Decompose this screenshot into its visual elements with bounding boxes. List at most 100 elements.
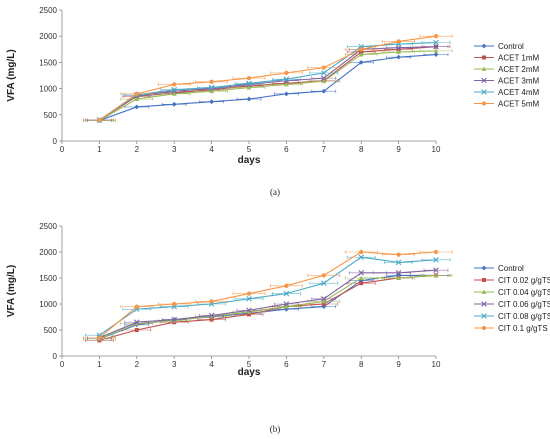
data-point [433, 267, 439, 273]
figure-caption: (b) [270, 424, 281, 434]
data-point [208, 84, 215, 91]
data-point [247, 312, 251, 317]
x-axis-title: days [238, 155, 261, 166]
data-point [433, 39, 439, 46]
series-line [99, 251, 437, 339]
x-tick-label: 5 [247, 145, 252, 154]
data-point [321, 65, 326, 70]
data-point [359, 49, 364, 54]
data-point [246, 309, 252, 314]
data-point [172, 82, 177, 87]
data-point [209, 88, 214, 94]
x-tick-label: 1 [97, 145, 102, 154]
data-point [209, 99, 214, 105]
x-tick-label: 2 [135, 145, 140, 154]
data-point [433, 273, 439, 278]
legend-label: Control [498, 264, 524, 273]
x-tick-label: 8 [359, 360, 364, 369]
data-point [396, 252, 401, 257]
data-point [246, 307, 252, 314]
y-tick-label: 2500 [39, 222, 57, 231]
data-point [395, 270, 402, 276]
data-point [171, 86, 177, 93]
data-point [246, 80, 252, 87]
data-point [358, 60, 364, 65]
legend-swatch-marker [481, 89, 487, 95]
data-point [433, 48, 439, 53]
data-point [97, 335, 102, 340]
legend-label: CIT 0.08 g/gTS [498, 312, 550, 321]
legend-swatch-marker [481, 66, 487, 71]
data-point [284, 283, 289, 288]
legend-swatch-marker [481, 43, 487, 49]
data-point [246, 296, 252, 302]
data-point [208, 312, 215, 319]
data-point [134, 96, 140, 101]
data-point [359, 281, 364, 286]
y-axis-title: VFA (mg/L) [6, 265, 17, 317]
x-tick-label: 9 [396, 145, 401, 154]
data-point [358, 52, 364, 57]
x-tick-label: 6 [284, 360, 289, 369]
data-point [358, 254, 364, 260]
data-point [134, 304, 139, 309]
data-point [321, 88, 327, 94]
x-tick-label: 5 [247, 360, 252, 369]
data-point [321, 280, 327, 286]
data-point [134, 321, 140, 326]
data-point [284, 91, 289, 97]
data-point [396, 54, 401, 60]
legend-label: CIT 0.02 g/gTS [498, 276, 550, 285]
y-tick-label: 1000 [39, 85, 57, 94]
y-tick-label: 0 [53, 137, 58, 146]
data-point [396, 49, 401, 54]
data-point [172, 301, 177, 307]
series-line [99, 35, 437, 121]
x-tick-label: 7 [322, 360, 327, 369]
legend-swatch-marker [481, 301, 487, 307]
legend-swatch-marker [481, 325, 487, 331]
x-axis-title: days [238, 367, 261, 378]
data-point [358, 275, 364, 280]
legend-swatch-marker [481, 313, 487, 319]
data-point [433, 52, 439, 57]
legend-swatch-marker [482, 278, 486, 282]
legend-swatch-marker [481, 77, 487, 84]
y-tick-label: 2000 [39, 32, 57, 41]
data-point [433, 257, 439, 263]
data-point [246, 75, 252, 81]
data-point [209, 317, 214, 322]
data-point [97, 117, 102, 123]
legend-label: Control [498, 42, 524, 51]
data-point [358, 270, 364, 276]
chart-a: 0 500 1000 1500 2000 2500 0 1 2 3 4 5 6 7 8 9 10 VFA (mg/… [6, 6, 540, 197]
legend-label: ACET 2mM [498, 65, 540, 74]
series-line [99, 41, 437, 121]
y-tick-label: 500 [44, 326, 58, 335]
x-tick-label: 0 [60, 360, 65, 369]
data-point [395, 259, 402, 266]
y-tick-label: 0 [53, 352, 58, 361]
data-point [284, 304, 289, 309]
series-line [99, 53, 437, 122]
data-point [134, 319, 140, 325]
series-line [99, 256, 437, 336]
x-tick-label: 10 [432, 360, 441, 369]
series-line [99, 46, 437, 121]
legend-label: CIT 0.06 g/gTS [498, 300, 550, 309]
data-point [321, 273, 326, 278]
x-tick-label: 4 [209, 360, 214, 369]
y-tick-label: 1500 [39, 58, 57, 67]
y-tick-label: 2500 [39, 6, 57, 15]
data-point [321, 75, 327, 81]
series-line [99, 46, 437, 121]
data-point [283, 290, 290, 297]
data-point [433, 34, 439, 39]
series-line [99, 50, 437, 122]
data-point [321, 296, 327, 302]
series-line [99, 274, 437, 341]
data-point [246, 96, 252, 102]
legend-label: ACET 3mM [498, 77, 540, 86]
legend-swatch-marker [482, 55, 486, 60]
data-point [359, 47, 364, 52]
